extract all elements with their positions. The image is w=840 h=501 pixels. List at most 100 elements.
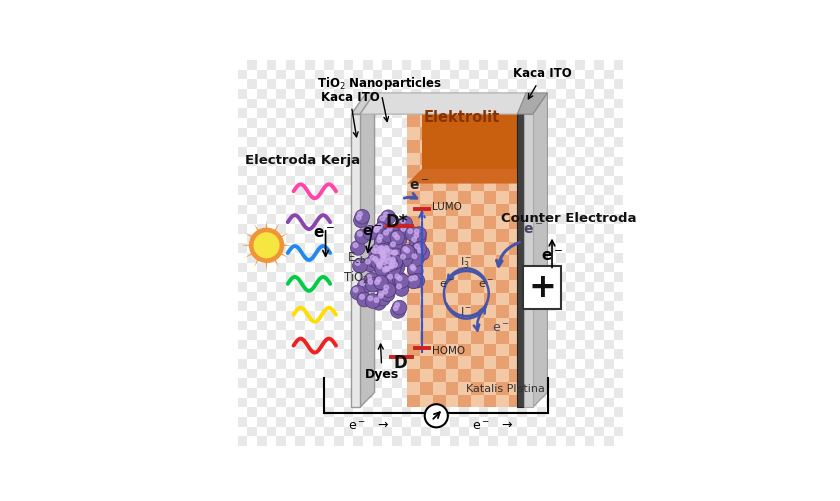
Bar xyxy=(344,427,354,436)
Bar xyxy=(247,359,257,369)
Bar xyxy=(496,306,509,318)
Bar xyxy=(498,340,507,350)
Bar xyxy=(373,436,382,446)
Bar xyxy=(537,253,546,263)
Bar xyxy=(459,331,471,344)
Bar xyxy=(354,166,363,176)
Bar xyxy=(459,321,469,330)
Bar xyxy=(479,311,488,321)
Bar xyxy=(363,176,373,185)
Bar xyxy=(604,60,614,70)
Bar xyxy=(407,203,420,216)
Circle shape xyxy=(379,250,383,255)
Bar xyxy=(565,388,575,398)
Bar xyxy=(324,359,334,369)
Bar xyxy=(479,301,488,311)
Bar xyxy=(402,263,412,273)
Bar xyxy=(440,417,449,427)
Bar xyxy=(238,359,247,369)
Circle shape xyxy=(374,260,388,275)
Bar xyxy=(334,99,344,108)
Circle shape xyxy=(405,248,410,253)
Bar xyxy=(431,205,440,214)
Bar xyxy=(334,108,344,118)
Bar xyxy=(546,292,556,301)
Bar xyxy=(459,282,469,292)
Bar xyxy=(382,205,392,214)
Bar xyxy=(421,108,431,118)
Bar xyxy=(556,233,565,243)
Bar xyxy=(431,407,440,417)
Bar xyxy=(407,229,420,242)
Bar xyxy=(373,311,382,321)
Bar xyxy=(266,340,276,350)
Bar xyxy=(556,417,565,427)
Bar xyxy=(488,41,498,51)
Bar xyxy=(507,147,517,157)
Bar xyxy=(488,321,498,330)
Bar xyxy=(247,156,257,166)
Bar xyxy=(402,176,412,185)
Bar xyxy=(565,195,575,205)
Bar xyxy=(479,60,488,70)
Bar xyxy=(488,137,498,147)
Circle shape xyxy=(411,266,416,271)
Bar xyxy=(469,224,479,233)
Bar xyxy=(247,99,257,108)
Bar xyxy=(420,140,433,153)
Circle shape xyxy=(390,230,405,245)
Bar xyxy=(363,350,373,359)
Bar xyxy=(412,398,421,407)
Bar xyxy=(498,195,507,205)
Bar xyxy=(412,340,421,350)
Bar xyxy=(286,137,296,147)
Bar xyxy=(575,359,585,369)
Bar xyxy=(614,273,623,282)
Bar xyxy=(286,417,296,427)
Bar xyxy=(469,195,479,205)
Bar xyxy=(498,166,507,176)
Bar xyxy=(266,185,276,195)
Bar xyxy=(459,229,471,242)
Bar xyxy=(498,321,507,330)
Bar xyxy=(604,330,614,340)
Bar xyxy=(575,369,585,378)
Bar xyxy=(421,427,431,436)
Bar xyxy=(354,176,363,185)
Bar xyxy=(296,369,305,378)
Bar xyxy=(471,356,484,369)
Bar xyxy=(433,191,445,203)
Bar xyxy=(507,118,517,128)
Bar xyxy=(296,214,305,224)
Bar xyxy=(392,243,402,253)
Bar xyxy=(459,255,471,267)
Bar xyxy=(431,263,440,273)
Bar xyxy=(527,340,537,350)
Bar xyxy=(392,214,402,224)
Bar xyxy=(363,436,373,446)
Bar xyxy=(633,301,643,311)
Bar xyxy=(407,242,420,255)
Bar xyxy=(614,253,623,263)
Bar xyxy=(507,176,517,185)
Bar xyxy=(421,311,431,321)
Bar xyxy=(575,176,585,185)
Bar xyxy=(431,311,440,321)
Bar xyxy=(604,436,614,446)
Bar xyxy=(546,388,556,398)
Bar xyxy=(392,41,402,51)
Bar xyxy=(354,99,363,108)
Circle shape xyxy=(379,258,394,273)
Bar xyxy=(595,99,604,108)
Circle shape xyxy=(381,287,395,302)
Bar xyxy=(537,185,546,195)
Bar xyxy=(257,185,266,195)
Bar xyxy=(488,60,498,70)
Bar xyxy=(459,166,469,176)
Bar xyxy=(527,263,537,273)
Bar xyxy=(488,359,498,369)
Circle shape xyxy=(371,296,386,310)
Bar xyxy=(402,292,412,301)
Text: e$^-$: e$^-$ xyxy=(439,279,455,290)
Bar xyxy=(595,70,604,80)
